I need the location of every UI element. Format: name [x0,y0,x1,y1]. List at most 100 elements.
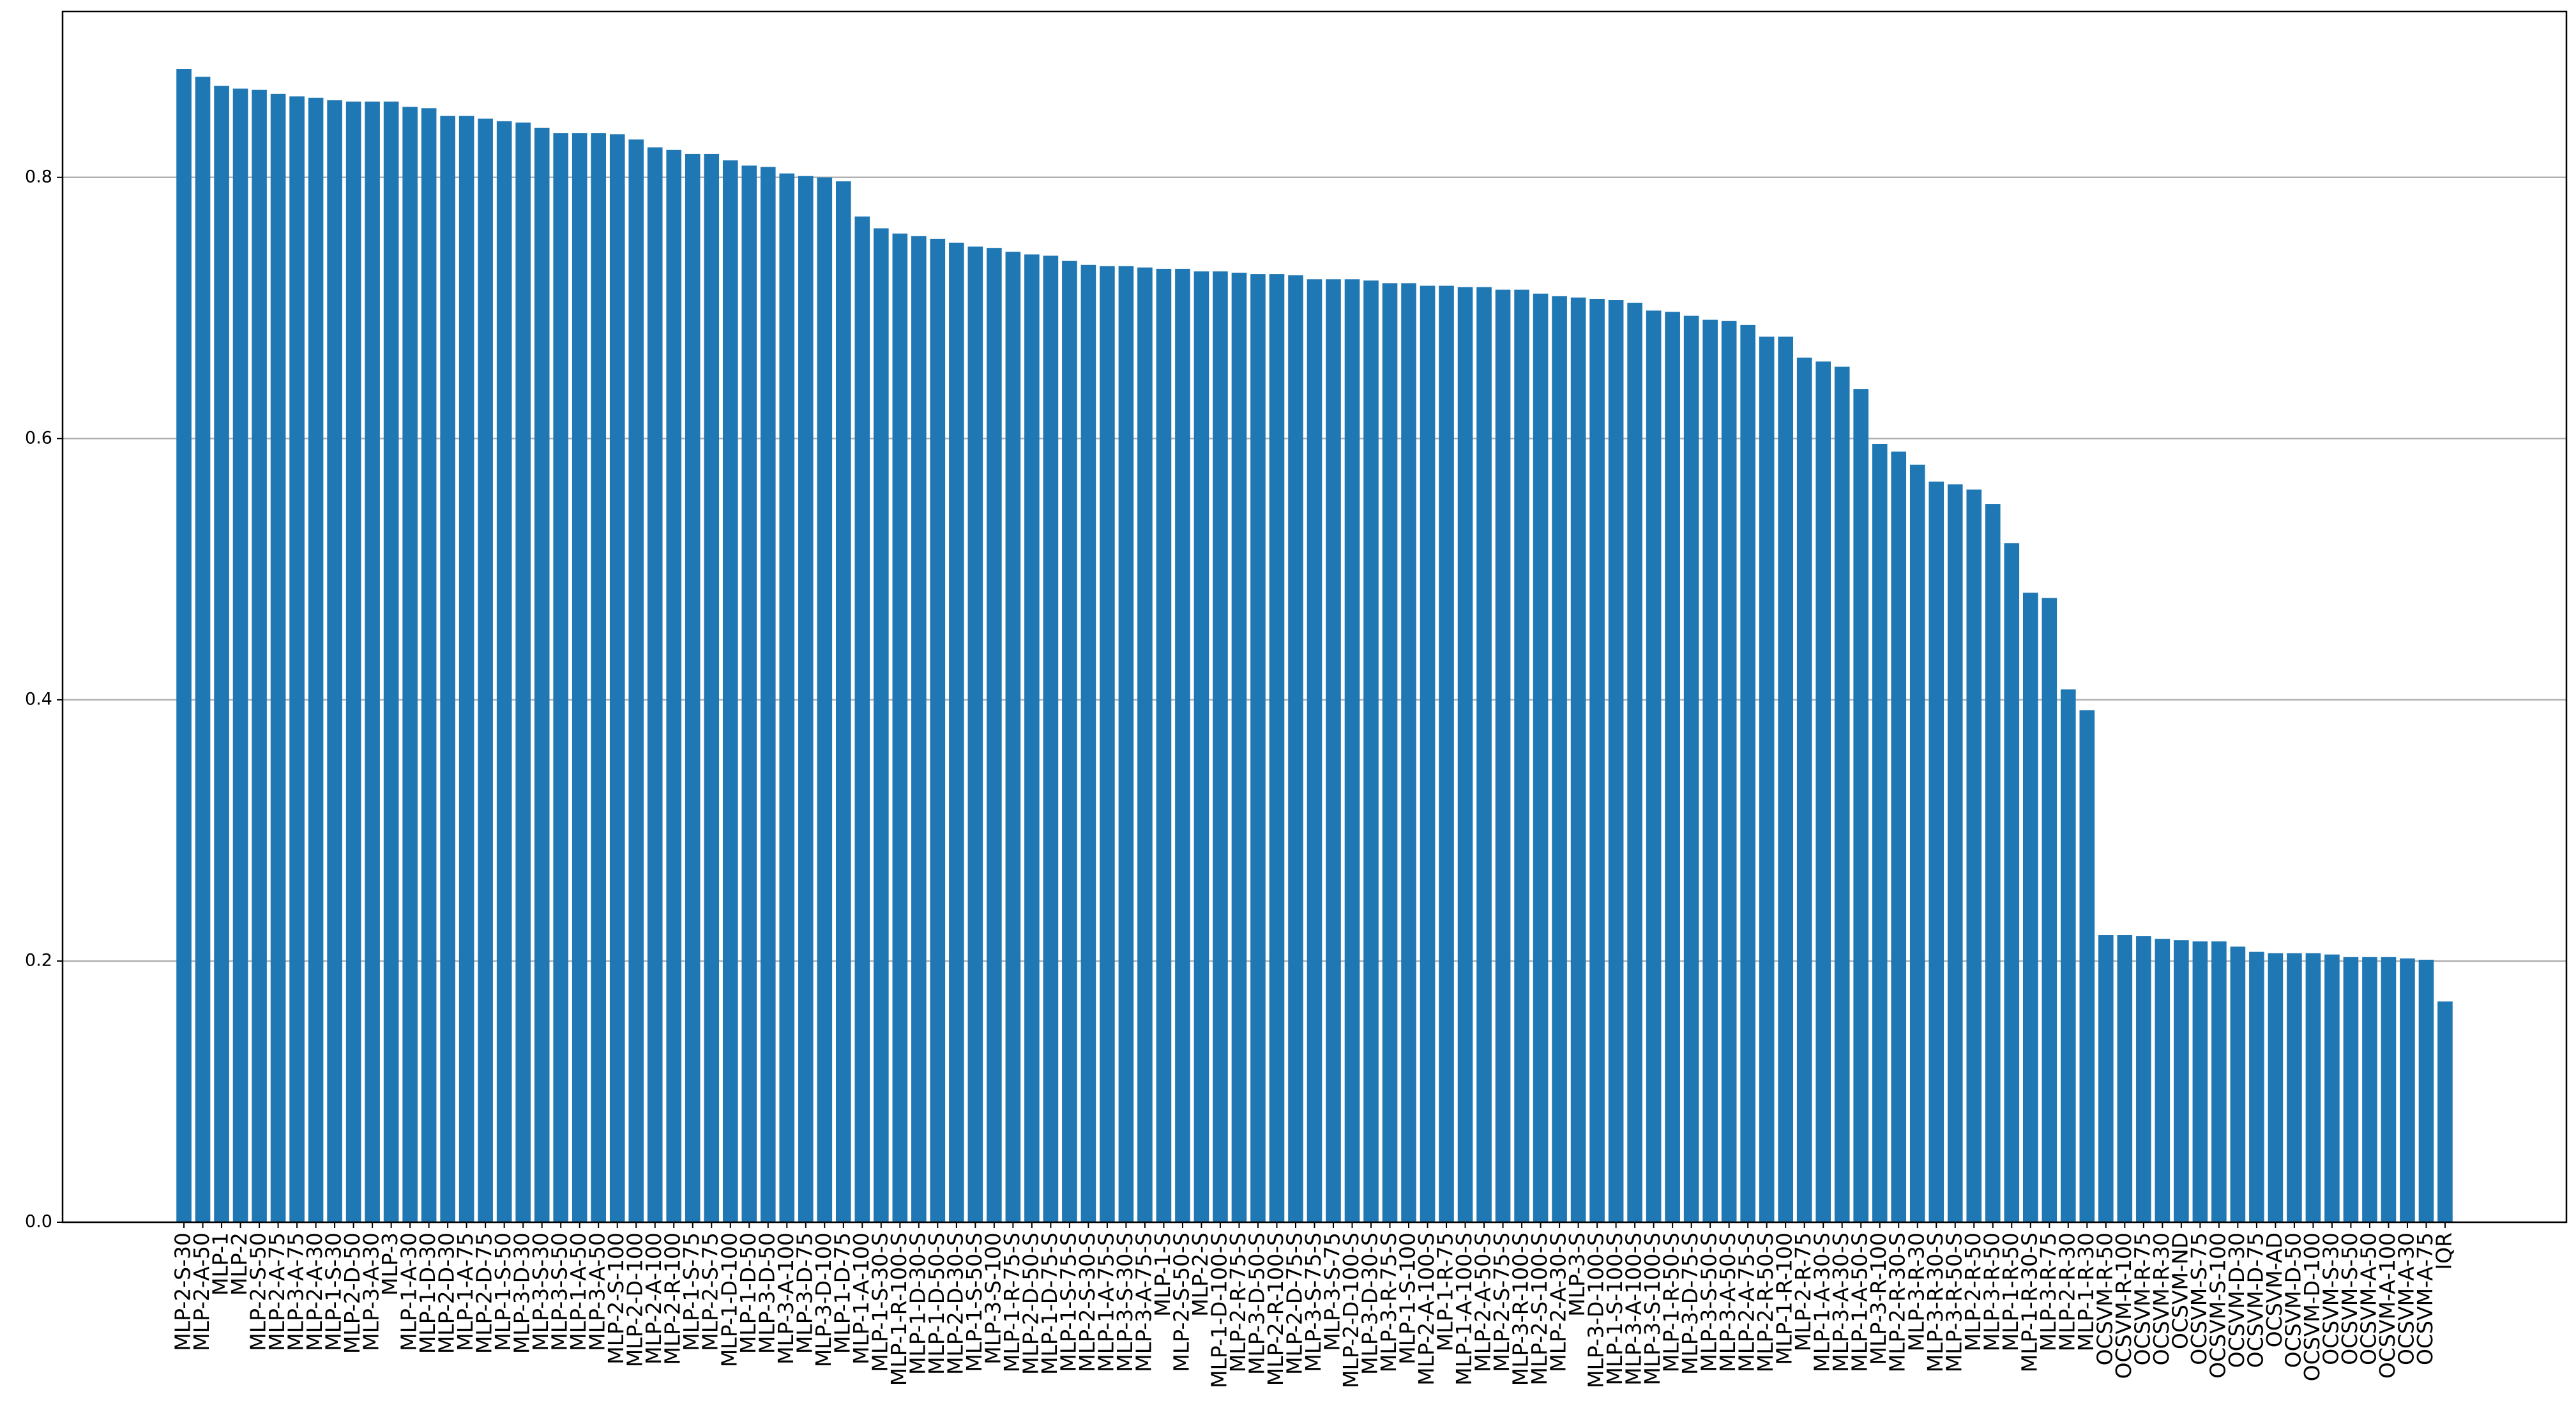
bar [2343,957,2359,1222]
bar [440,116,455,1222]
x-tick-label: MLP-2-R-50-S [1753,1232,1778,1372]
bar [1307,279,1322,1222]
x-tick-label: MLP-2-D-30 [434,1232,459,1354]
x-tick-label: MLP-3-S-30-S [1112,1232,1137,1372]
bar [1665,312,1680,1223]
bar [2305,953,2321,1222]
x-tick-label: MLP-3-A-75 [284,1232,308,1351]
x-tick-label: MLP-3-D-100 [811,1232,836,1367]
x-tick-label: MLP-1-A-75 [453,1232,478,1351]
bar [1043,255,1059,1222]
x-tick-label: MLP-3-R-75 [2036,1232,2061,1351]
x-tick-label: MLP-1-D-100-S [1206,1232,1231,1388]
bar [2287,953,2302,1222]
x-tick-label: OCSVM-R-100 [2111,1232,2136,1379]
x-tick-label: OCSVM-R-75 [2130,1232,2155,1365]
bar [798,176,814,1222]
bar [949,243,964,1222]
bar [2381,957,2397,1222]
bar [383,102,399,1222]
x-tick-label: MLP-2-D-50 [340,1232,365,1354]
x-tick-label: MLP-1-S-75 [679,1232,704,1351]
x-tick-label: MLP-1-S-75-S [1056,1232,1080,1372]
x-tick-label: OCSVM-D-75 [2243,1232,2268,1368]
bar [421,108,437,1222]
bar [591,133,607,1222]
bar [2418,959,2434,1222]
x-tick-label: MLP-1-A-30-S [1810,1232,1835,1372]
bar [741,165,757,1222]
bar [270,93,286,1222]
bar [666,149,682,1222]
bar [1024,254,1040,1222]
x-tick-label: OCSVM-D-50 [2280,1232,2305,1368]
bar [1721,321,1737,1223]
bar [1778,337,1793,1223]
x-tick-label: MLP-2-R-100-S [1263,1232,1288,1386]
x-tick-label: MLP-1-R-30-S [2017,1232,2042,1372]
bar [1909,464,1925,1222]
x-tick-label: MLP-2-S-50-S [1169,1232,1193,1372]
bar [704,153,720,1223]
x-tick-label: MLP-2-R-30-S [1885,1232,1910,1372]
bar [1344,279,1360,1222]
bar [402,107,418,1222]
x-tick-label: MLP-2 [227,1232,252,1296]
bar [1005,252,1021,1223]
bar [2061,689,2076,1222]
x-tick-label: MLP-2-D-75-S [1282,1232,1307,1375]
x-tick-label: MLP-1-S-100 [1395,1232,1420,1365]
x-tick-label: OCSVM-S-100 [2205,1232,2230,1379]
bar [1250,274,1266,1222]
x-tick-label: OCSVM-R-30 [2149,1232,2174,1365]
x-tick-label: OCSVM-AD [2262,1232,2287,1347]
x-tick-label: MLP-3-R-50 [1979,1232,2004,1351]
bar [2117,935,2133,1222]
x-tick-label: MLP-2-D-75 [472,1232,497,1354]
x-tick-label: OCSVM-A-30 [2393,1232,2418,1365]
bar [2174,940,2189,1222]
x-tick-label: MLP-1-A-50-S [1847,1232,1872,1372]
bar [1627,303,1642,1223]
bar [1382,283,1398,1222]
x-tick-label: OCSVM-R-50 [2092,1232,2117,1365]
bar [647,147,663,1223]
x-tick-label: MLP-2-S-30-S [1075,1232,1100,1372]
bar [534,128,550,1223]
bar [1740,324,1755,1222]
x-tick-label: MLP-1-S [1150,1232,1175,1317]
x-tick-label: MLP-2-R-100 [660,1232,685,1365]
bar [1326,279,1341,1222]
bar [176,68,192,1222]
bar [214,86,229,1222]
bar [2437,1001,2453,1222]
bar [2136,936,2151,1222]
x-tick-label: MLP-3-A-30 [359,1232,384,1351]
bar [1288,275,1303,1222]
bar [478,118,493,1222]
bar [967,246,983,1223]
x-tick-label: MLP-3-S-100 [980,1232,1005,1365]
bar [760,167,776,1222]
bar [628,139,644,1222]
x-tick-label: MLP-1-R-100 [1772,1232,1797,1365]
bar [1966,489,1982,1222]
bar [1608,300,1624,1222]
x-tick-label: MLP-2-R-50 [1960,1232,1985,1351]
x-tick-label: MLP-1-S-50-S [962,1232,987,1372]
x-tick-label: MLP-3-D-50 [754,1232,779,1354]
x-tick-label: MLP-1-S-50 [490,1232,515,1351]
x-tick-label: MLP-2-S-30 [170,1232,195,1351]
x-tick-label: MLP-1-A-75-S [1093,1232,1118,1372]
x-tick-label: MLP-2-D-100 [623,1232,648,1367]
x-tick-label: MLP-1-D-75-S [1037,1232,1062,1375]
bar [1137,267,1153,1222]
bar [1928,481,1944,1222]
bar [1193,271,1209,1223]
bar [874,228,889,1223]
x-tick-label: MLP-1-D-50-S [924,1232,949,1375]
bar [1156,268,1172,1223]
x-tick-label: MLP-2-S-100 [603,1232,628,1365]
bar [2155,939,2171,1222]
bar [572,133,587,1222]
